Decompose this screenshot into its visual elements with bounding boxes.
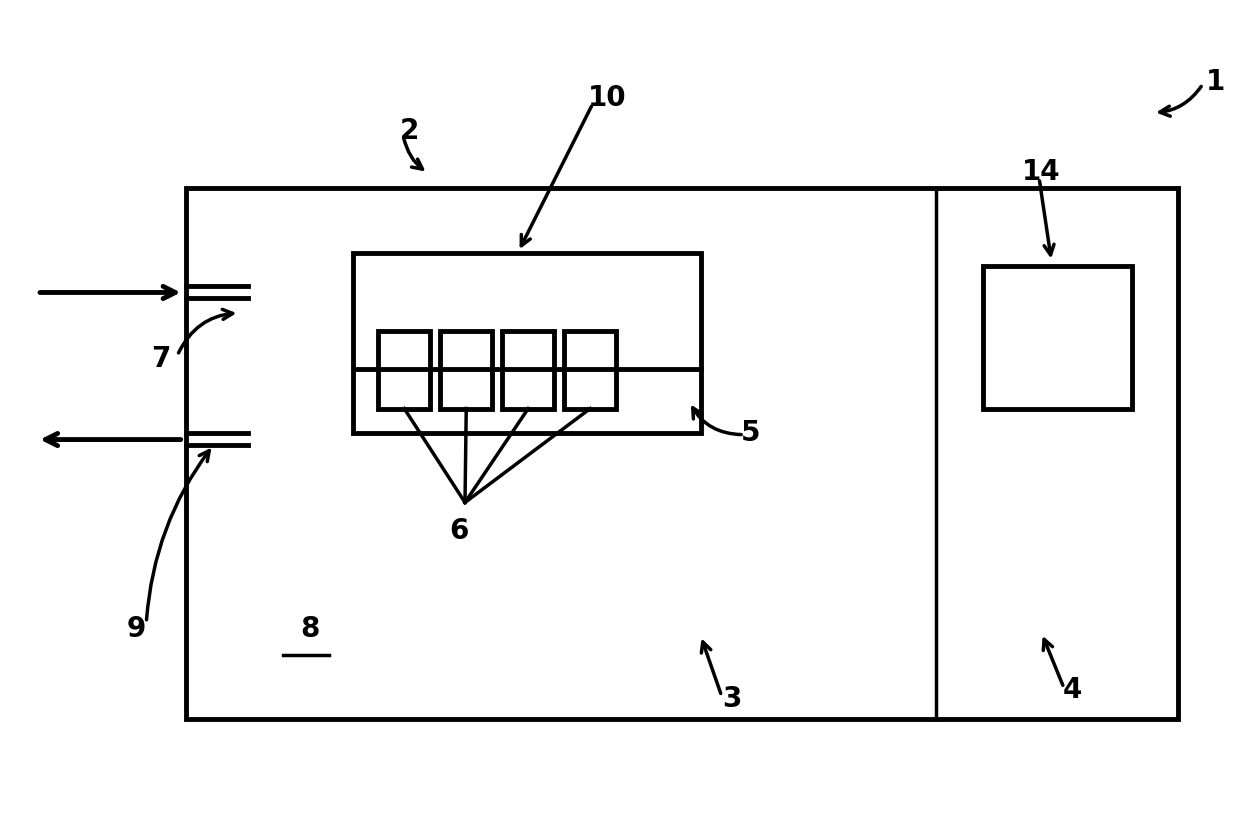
Text: 9: 9 [126,615,146,643]
Bar [378,331,430,408]
Text: 5: 5 [740,419,760,447]
Bar [983,266,1132,408]
Text: 3: 3 [722,685,742,712]
Text: 8: 8 [300,615,320,643]
Text: 14: 14 [1022,158,1061,185]
Bar [564,331,616,408]
Text: 1: 1 [1205,68,1225,96]
Bar [353,253,701,433]
Bar [440,331,492,408]
Text: 4: 4 [1063,676,1083,704]
Text: 10: 10 [588,84,627,112]
Bar [186,188,1178,719]
Bar [502,331,554,408]
Text: 7: 7 [151,346,171,373]
Text: 2: 2 [399,117,419,145]
Text: 6: 6 [449,517,469,545]
